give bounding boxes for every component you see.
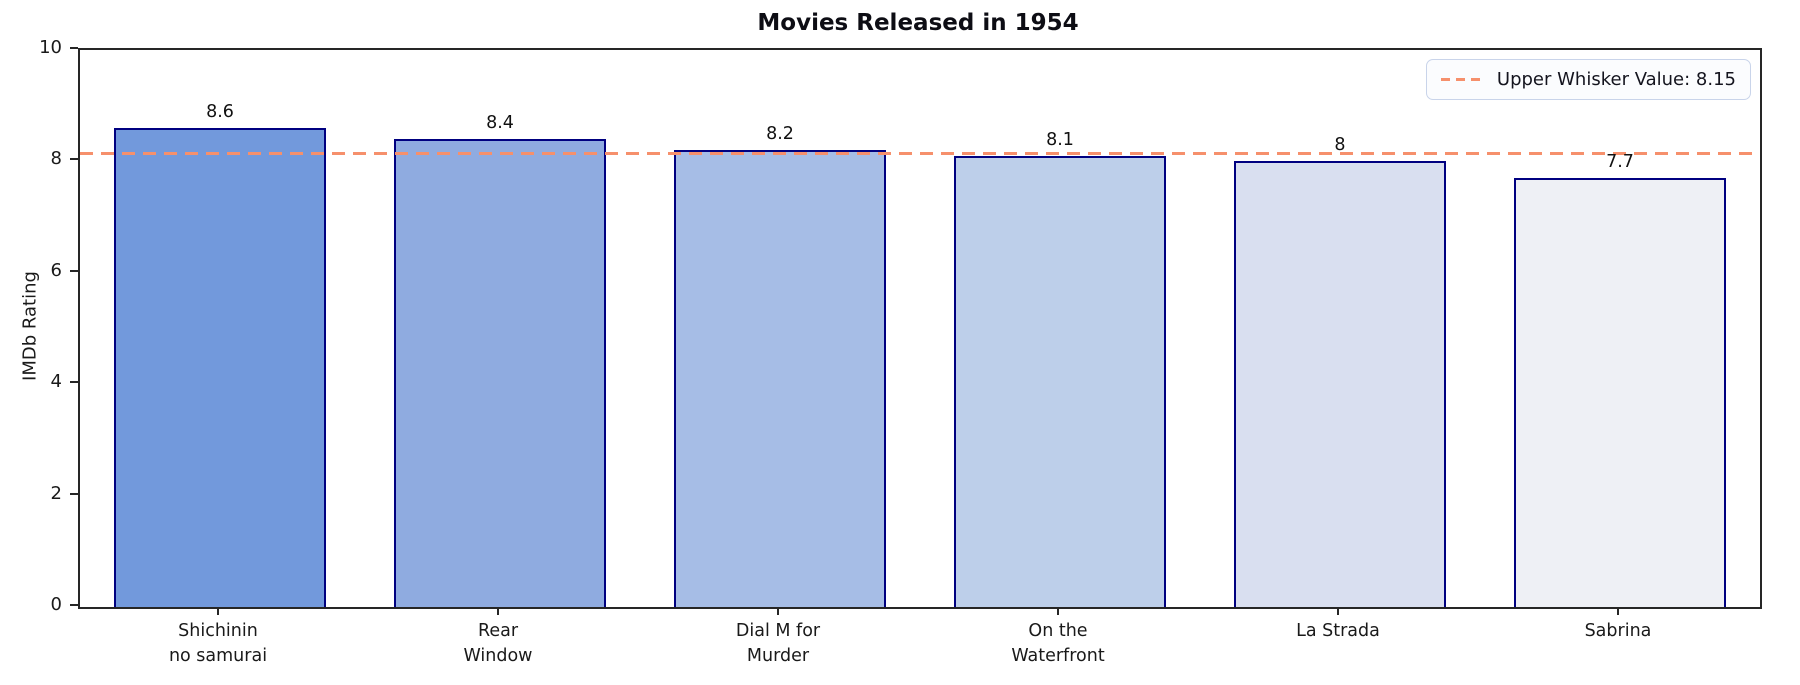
- x-tick-mark: [1057, 607, 1059, 615]
- y-tick-mark: [70, 492, 78, 495]
- legend: Upper Whisker Value: 8.15: [1425, 59, 1751, 100]
- bar-value-label: 7.7: [1606, 152, 1634, 173]
- y-tick-mark: [70, 47, 78, 49]
- bar: [674, 150, 886, 607]
- x-tick-label: Sabrina: [1584, 621, 1652, 641]
- x-tick-label: Shichinin no samurai: [168, 621, 268, 667]
- x-tick-mark: [1337, 607, 1339, 615]
- bar-value-label: 8.4: [486, 113, 514, 134]
- x-tick-mark: [497, 607, 499, 615]
- legend-label: Upper Whisker Value: 8.15: [1496, 69, 1736, 90]
- bar: [1234, 161, 1446, 607]
- y-tick-mark: [70, 381, 78, 384]
- bar-value-label: 8: [1334, 135, 1346, 156]
- chart-title: Movies Released in 1954: [757, 10, 1079, 36]
- y-tick-label: 0: [50, 594, 62, 615]
- x-tick-label: La Strada: [1296, 621, 1380, 641]
- bar: [114, 127, 326, 607]
- bar: [394, 139, 606, 607]
- y-tick-label: 2: [50, 482, 62, 504]
- x-tick-label: Rear Window: [463, 621, 533, 667]
- bar-value-label: 8.2: [766, 124, 794, 145]
- x-tick-label: Dial M for Murder: [735, 621, 821, 667]
- x-tick-mark: [1617, 607, 1619, 615]
- bar: [954, 155, 1166, 607]
- y-tick-mark: [70, 158, 78, 161]
- y-tick-label: 4: [50, 371, 62, 393]
- bar-value-label: 8.6: [206, 101, 234, 122]
- y-tick-label: 6: [50, 259, 62, 281]
- bar-value-label: 8.1: [1046, 129, 1074, 150]
- plot-area: 8.6 8.4 8.2 8.1 8 7.7 Upper Whisker Value: 8.…: [78, 48, 1762, 609]
- y-tick-label: 8: [50, 148, 62, 170]
- x-tick-mark: [217, 607, 219, 615]
- x-tick-mark: [777, 607, 779, 615]
- x-tick-label: On the Waterfront: [1011, 621, 1105, 667]
- y-tick-label: 10: [39, 37, 62, 58]
- y-tick-mark: [70, 269, 78, 272]
- upper-whisker-reference-line: [80, 151, 1760, 155]
- dashed-line-legend-swatch: [1440, 78, 1483, 81]
- bar: [1514, 178, 1726, 607]
- y-tick-mark: [70, 604, 78, 606]
